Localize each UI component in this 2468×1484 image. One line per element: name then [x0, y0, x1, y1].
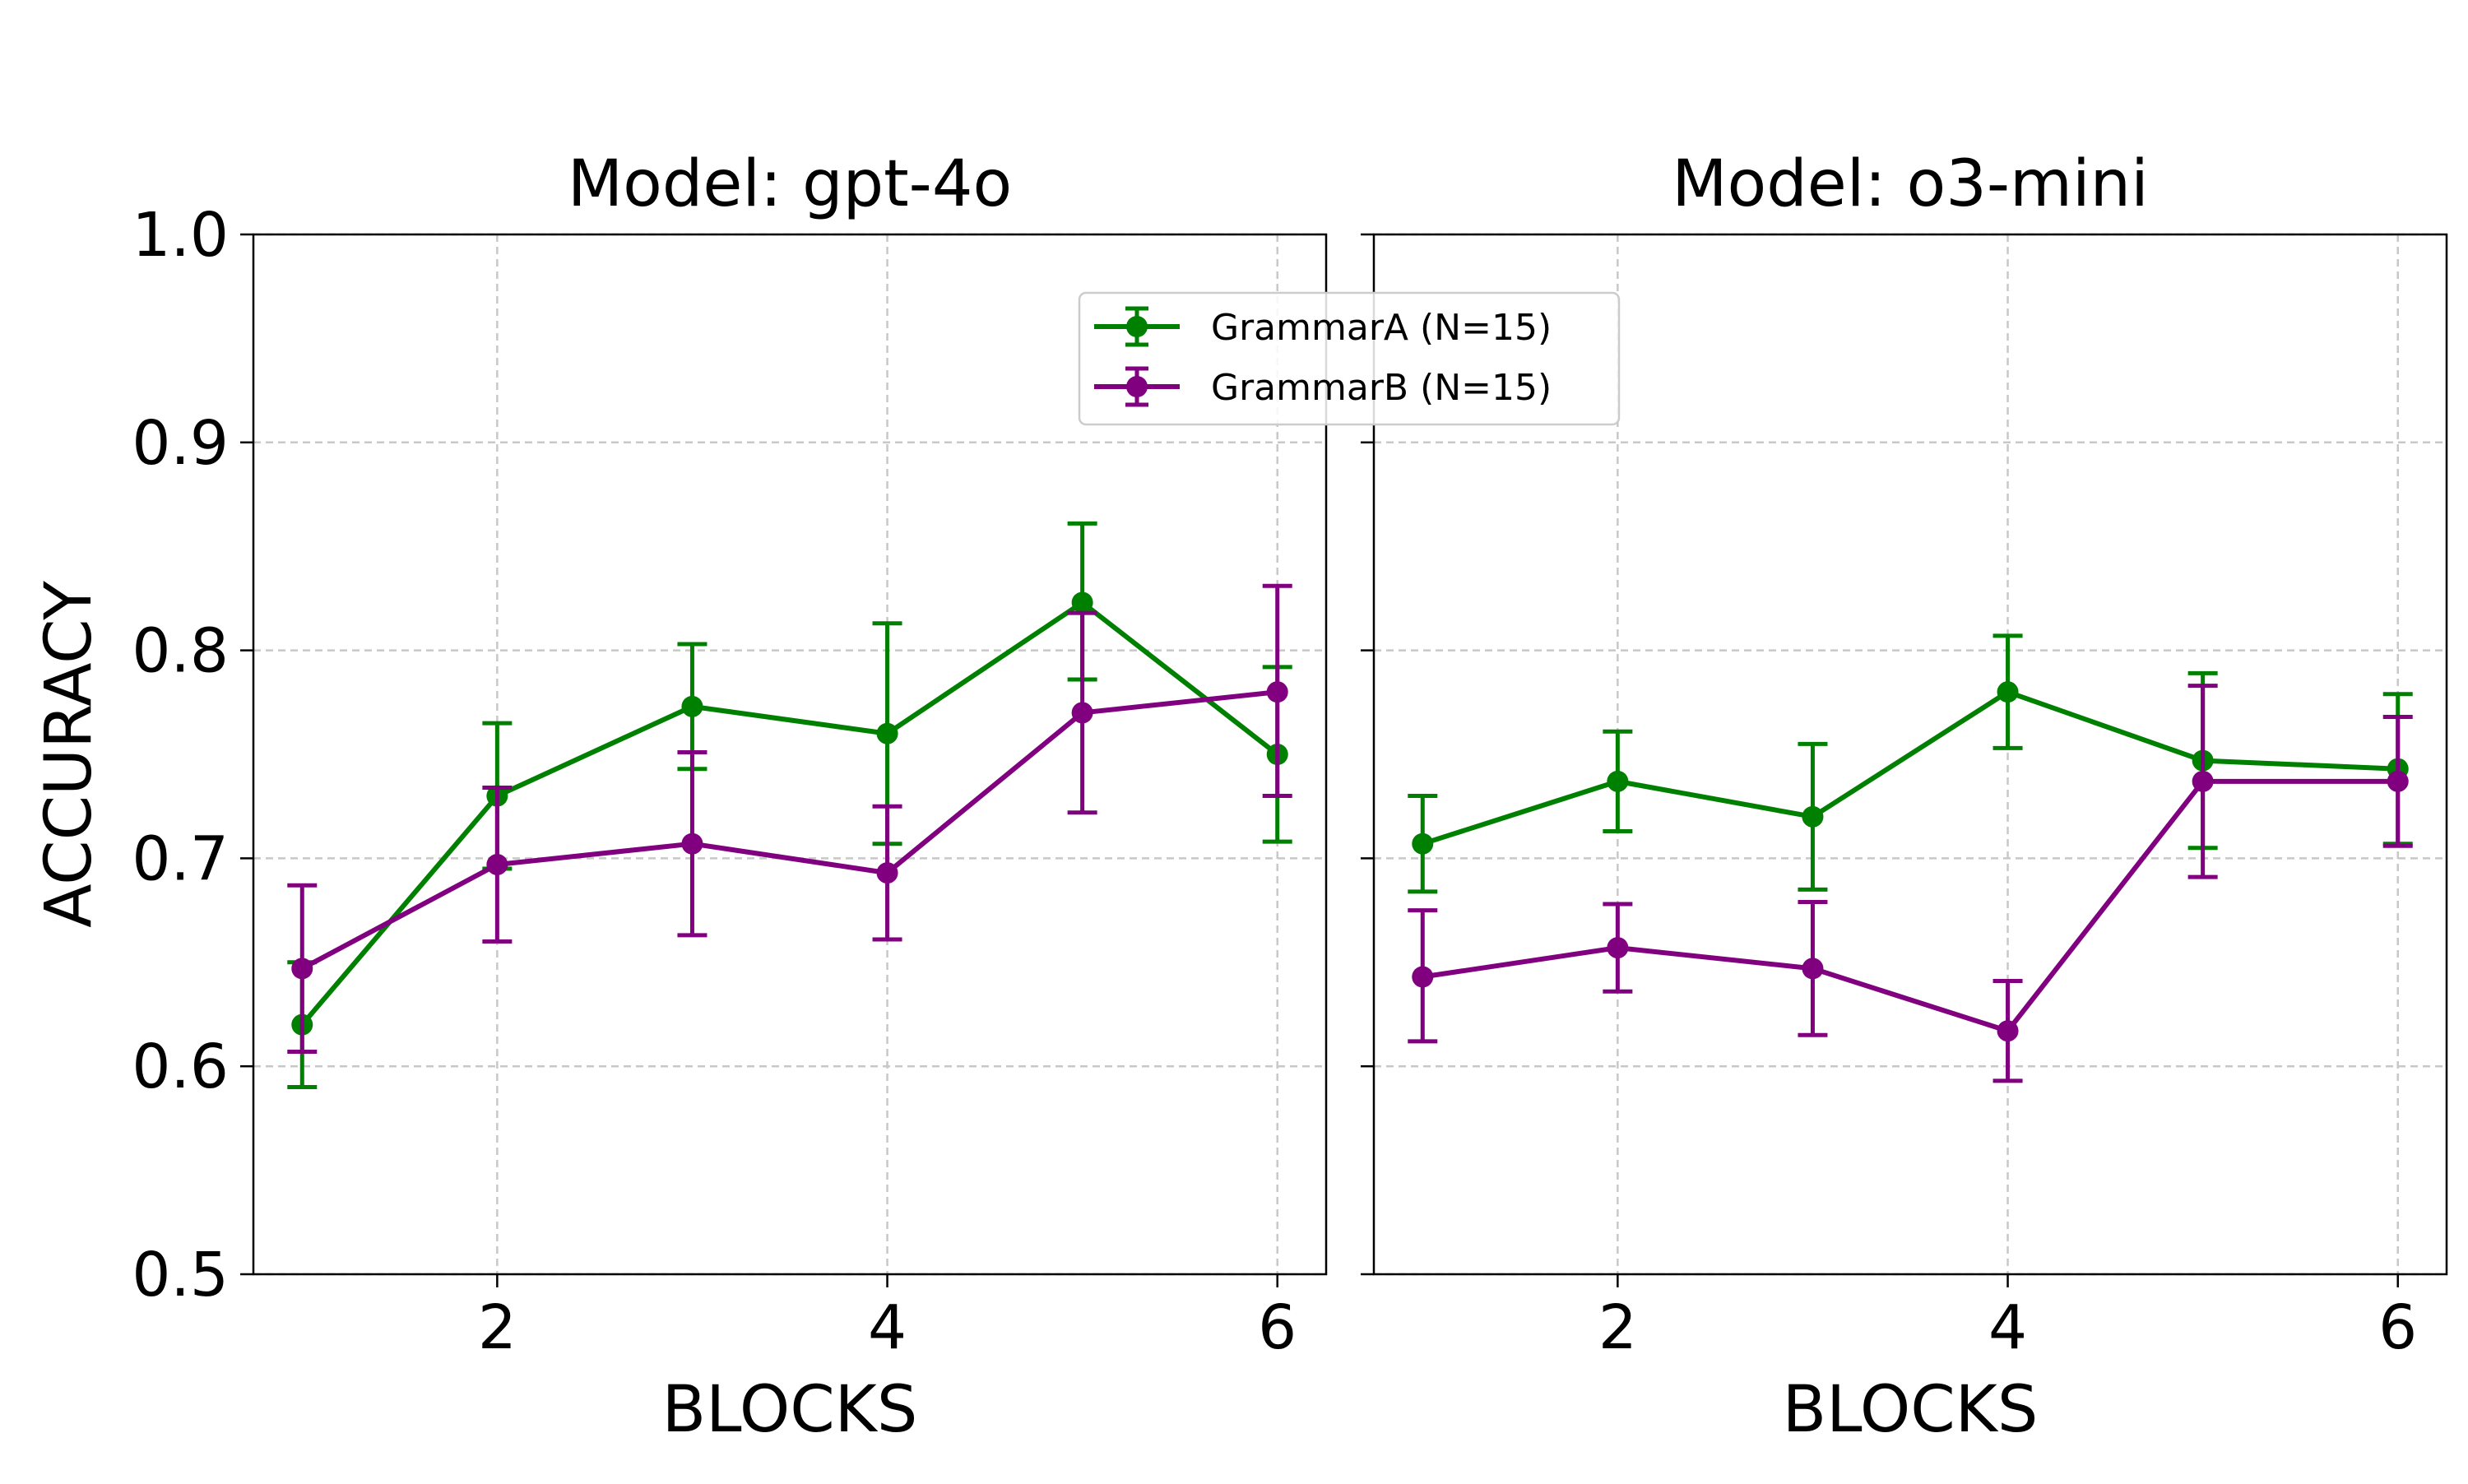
data-point	[1802, 958, 1824, 980]
y-tick-label: 1.0	[132, 200, 229, 271]
legend-item-grammara: GrammarA (N=15)	[1094, 306, 1552, 349]
legend-label: GrammarA (N=15)	[1211, 307, 1552, 349]
series-line	[1422, 689, 2398, 846]
data-point	[876, 862, 898, 884]
data-point	[1071, 591, 1093, 614]
data-point	[1997, 1020, 2019, 1042]
panel-title: Model: gpt-4o	[568, 147, 1012, 221]
data-point	[1071, 702, 1093, 724]
y-tick-label: 0.9	[132, 408, 229, 479]
series-line	[300, 689, 1278, 972]
legend-marker	[1126, 376, 1148, 397]
panel-2: 2 4 6 Model: o3-mini BLOCKS	[1361, 147, 2448, 1447]
data-point	[1802, 805, 1824, 828]
data-point	[2387, 770, 2409, 792]
series-grammarb	[1408, 684, 2413, 1083]
series-grammara	[287, 521, 1292, 1089]
legend-item-grammarb: GrammarB (N=15)	[1094, 366, 1552, 409]
data-point	[1607, 770, 1629, 792]
data-point	[1607, 937, 1629, 959]
x-tick-label: 6	[2378, 1292, 2417, 1363]
plot-frame	[252, 233, 1328, 1276]
data-point	[876, 722, 898, 744]
panel-title: Model: o3-mini	[1672, 147, 2149, 221]
y-tick-label: 0.6	[132, 1032, 229, 1102]
data-point	[1412, 966, 1434, 988]
data-point	[681, 695, 703, 717]
panel-1: 0.5 0.6 0.7 0.8 0.9 1.0 2 4 6 Model: gpt-4o BLOCKS	[132, 147, 1328, 1447]
y-axis-label: ACCURACY	[32, 581, 106, 928]
data-point	[2192, 770, 2214, 792]
plot-frame	[1372, 233, 2448, 1276]
x-tick-label: 2	[1598, 1292, 1637, 1363]
x-tick-label: 6	[1258, 1292, 1297, 1363]
data-point	[1997, 681, 2019, 703]
series-grammara	[1408, 633, 2413, 894]
x-tick-label: 2	[478, 1292, 517, 1363]
data-point	[1412, 832, 1434, 855]
legend-marker	[1126, 316, 1148, 337]
x-tick-label: 4	[868, 1292, 907, 1363]
legend-box	[1078, 291, 1621, 426]
y-tick-label: 0.7	[132, 823, 229, 894]
data-point	[1266, 681, 1288, 703]
legend-label: GrammarB (N=15)	[1211, 367, 1552, 409]
legend: GrammarA (N=15) GrammarB (N=15)	[1078, 291, 1621, 426]
data-point	[486, 853, 508, 875]
data-point	[291, 958, 313, 980]
y-tick-label: 0.5	[132, 1240, 229, 1310]
x-axis-label: BLOCKS	[1783, 1373, 2039, 1447]
series-line	[1422, 778, 2398, 1034]
x-axis-label: BLOCKS	[662, 1373, 918, 1447]
y-tick-label: 0.8	[132, 616, 229, 687]
series-line	[299, 600, 1279, 1027]
series-grammarb	[287, 583, 1292, 1055]
x-tick-label: 4	[1988, 1292, 2027, 1363]
data-point	[681, 832, 703, 855]
